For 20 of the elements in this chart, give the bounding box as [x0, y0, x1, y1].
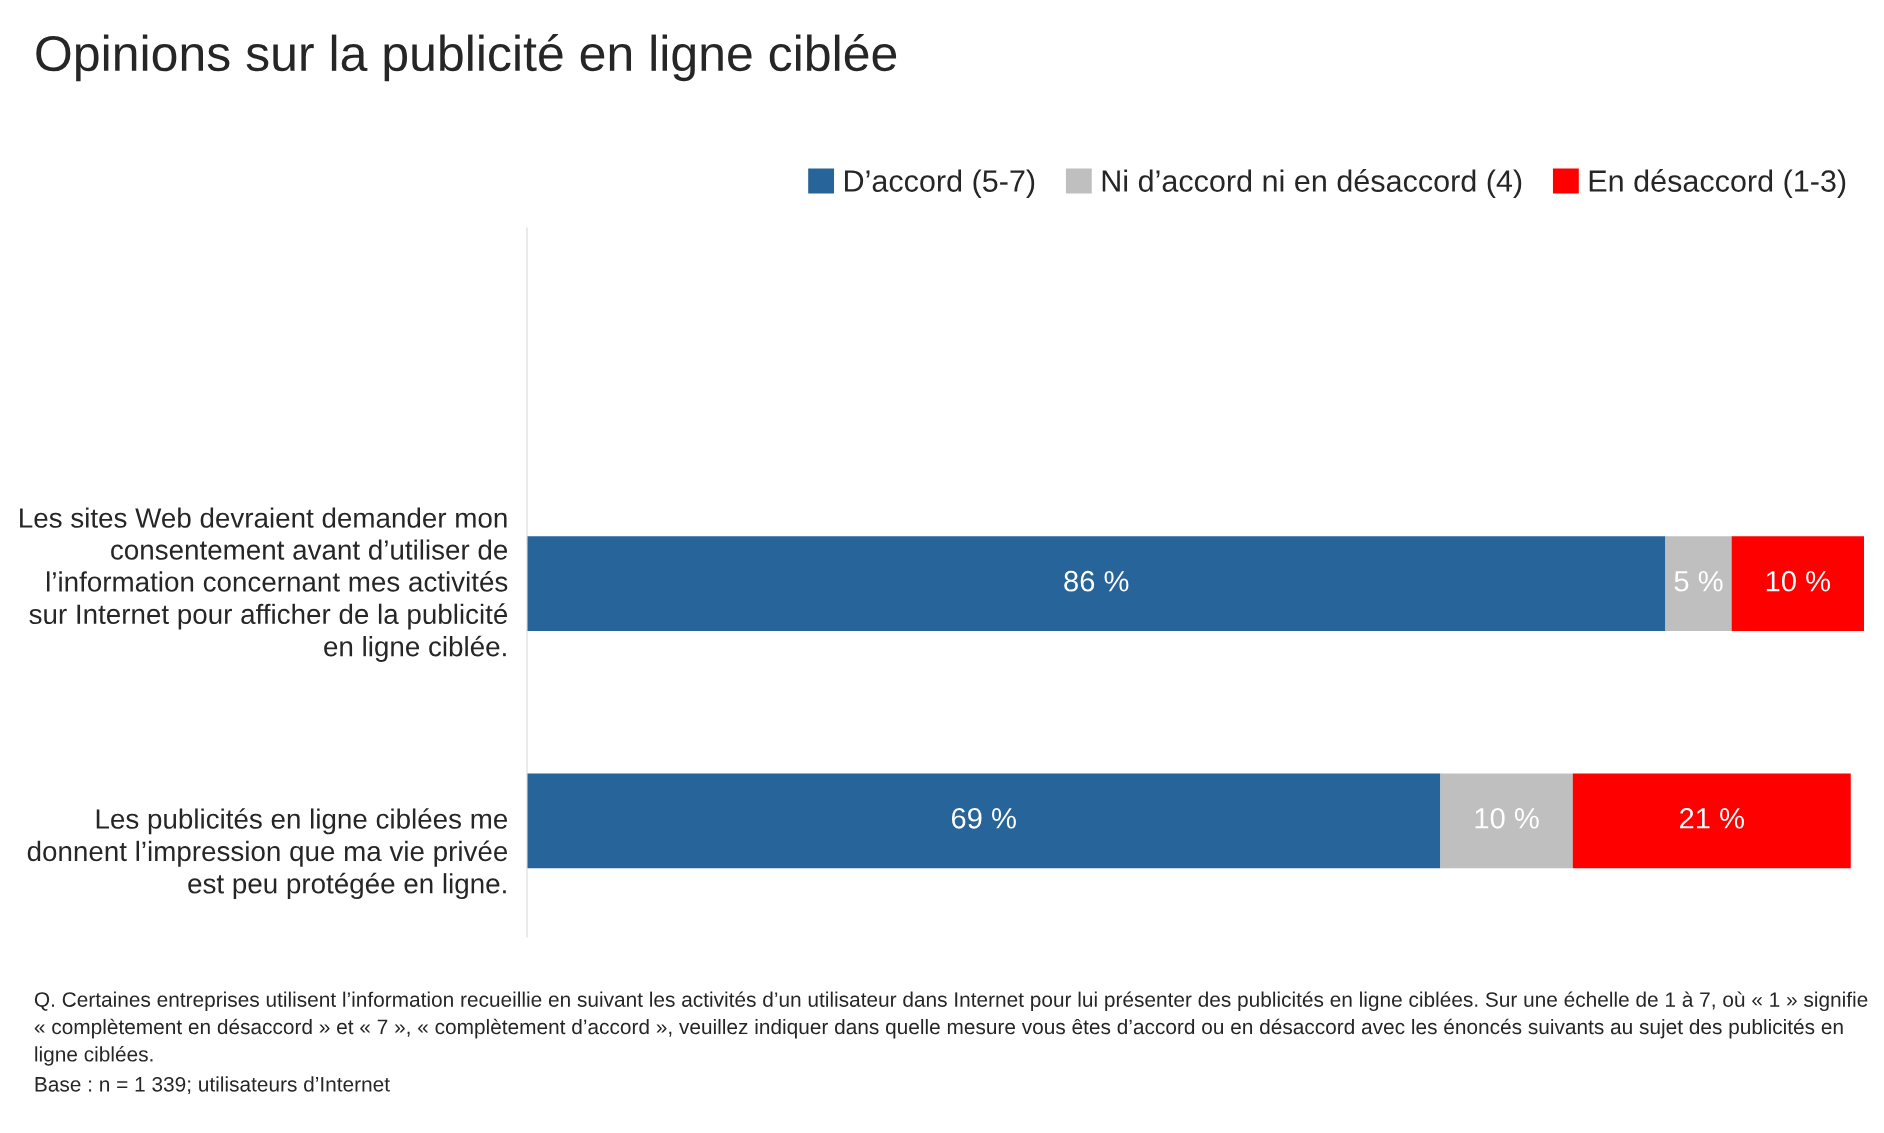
data-label: 10 %: [1766, 570, 1831, 592]
chart-title: Opinions sur la publicité en ligne ciblée: [36, 33, 897, 82]
data-label: 5 %: [1674, 570, 1723, 592]
bar: [1665, 536, 1732, 632]
data-label: 86 %: [1064, 570, 1129, 592]
bar: [527, 773, 1441, 869]
legend-label: Ni d’accord ni en désaccord (4): [1102, 169, 1522, 198]
data-label: 69 %: [951, 807, 1016, 829]
data-label: 10 %: [1475, 807, 1539, 829]
bar: [1731, 536, 1864, 632]
text: Base : n = 1 339; utilisateurs d’Internet: [35, 1076, 390, 1095]
bar: [1440, 773, 1573, 869]
legend-label: D’accord (5-7): [845, 169, 1035, 198]
text: Q. Certaines entreprises utilisent l’information recueillie en suivant les activités d’un utilisateur dans Internet pour lui présenter des publicités en ligne ciblées. Sur une échelle de 1 à 7, où « 1 » signifie « complètement en désaccord » et « 7 », « complètement d’accord », veuillez indiquer dans quelle mesure vous êtes d’accord ou en désaccord avec les énoncés suivants au sujet des publicités en ligne ciblées.: [34, 991, 1868, 1066]
bar: [527, 536, 1666, 632]
bar: [1572, 773, 1851, 869]
y-tick-label: Les sites Web devraient demander mon consentement avant d’utiliser de l’information concernant mes activités sur Internet pour afficher de la publicité en ligne ciblée.: [20, 507, 508, 662]
data-label: 21 %: [1680, 807, 1744, 829]
y-tick-label: Les publicités en ligne ciblées me donnent l’impression que ma vie privée est peu protégée en ligne.: [27, 808, 508, 900]
legend-label: En désaccord (1-3): [1589, 169, 1846, 198]
